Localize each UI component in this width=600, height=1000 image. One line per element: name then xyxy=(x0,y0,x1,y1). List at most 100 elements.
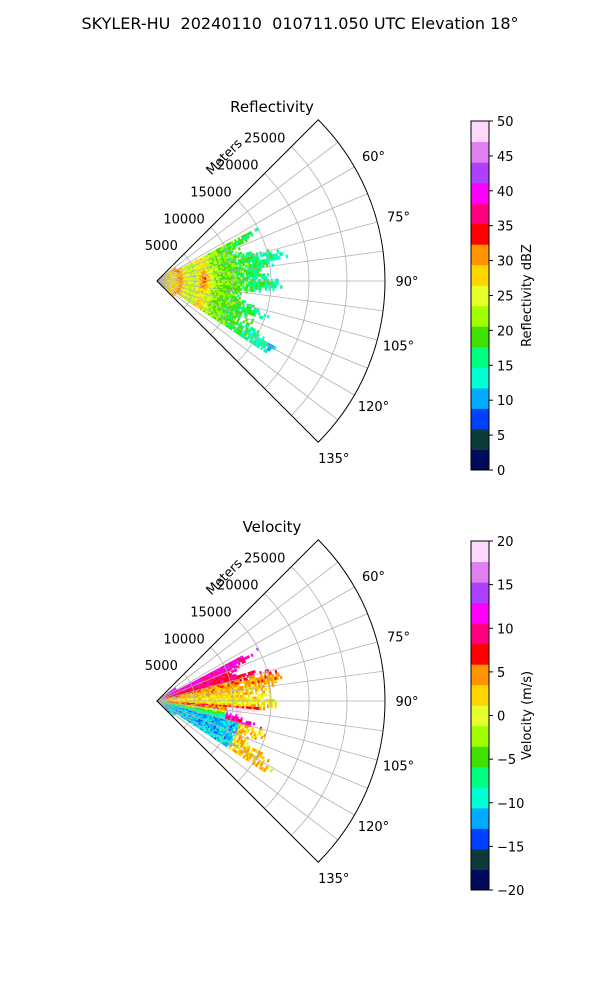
data-cell xyxy=(215,281,218,284)
range-tick-label: 15000 xyxy=(190,185,231,200)
data-cell xyxy=(247,276,251,280)
data-cell xyxy=(239,288,243,291)
colorbar-tick-label: 50 xyxy=(497,115,514,130)
data-cell xyxy=(249,281,253,285)
data-cell xyxy=(238,692,241,696)
data-cell xyxy=(240,703,243,707)
data-cell xyxy=(228,283,232,286)
data-cell xyxy=(211,698,215,701)
data-cell xyxy=(234,703,237,707)
colorbar-segment xyxy=(471,367,489,389)
data-cell xyxy=(249,706,252,710)
data-cell xyxy=(261,284,264,288)
figure-title: SKYLER-HU 20240110 010711.050 UTC Elevat… xyxy=(81,14,519,33)
data-cell xyxy=(213,696,217,699)
data-cell xyxy=(259,281,262,285)
data-cell xyxy=(255,701,258,705)
panel-title: Velocity xyxy=(243,518,302,536)
data-cell xyxy=(242,701,245,705)
data-cell xyxy=(262,693,266,697)
data-cell xyxy=(211,701,215,704)
data-cell xyxy=(251,696,255,700)
data-cell xyxy=(263,284,266,288)
data-cell xyxy=(245,706,249,710)
data-cell xyxy=(242,263,246,266)
data-cell xyxy=(277,255,281,260)
azimuth-gridline xyxy=(156,700,378,761)
data-cell xyxy=(251,286,254,290)
data-cell xyxy=(272,698,275,703)
data-cell xyxy=(236,697,239,700)
data-cell xyxy=(249,286,252,290)
colorbar-segment xyxy=(471,787,489,809)
data-cell xyxy=(217,698,220,701)
data-cell xyxy=(239,270,243,274)
data-cell xyxy=(221,703,224,706)
data-cell xyxy=(257,273,260,277)
data-cell xyxy=(217,702,220,705)
colorbar-tick-label: 10 xyxy=(497,394,514,409)
data-cell xyxy=(221,283,224,286)
data-cell xyxy=(259,279,262,283)
data-cell xyxy=(225,695,228,699)
colorbar-tick-label: 15 xyxy=(497,359,514,374)
data-cell xyxy=(245,337,250,341)
azimuth-gridline xyxy=(156,221,378,282)
colorbar-label: Velocity (m/s) xyxy=(520,671,535,760)
data-cell xyxy=(240,274,243,278)
data-cell xyxy=(172,714,175,717)
data-cell xyxy=(225,697,228,700)
data-cell xyxy=(234,705,237,709)
data-cell xyxy=(271,263,275,268)
data-cell xyxy=(259,699,262,703)
data-cell xyxy=(227,283,230,286)
data-cell xyxy=(228,705,232,708)
data-cell xyxy=(258,289,262,293)
data-cell xyxy=(274,281,277,286)
data-cell xyxy=(272,287,275,292)
data-cell xyxy=(209,698,213,701)
data-cell xyxy=(251,699,255,702)
data-cell xyxy=(242,706,245,709)
data-cell xyxy=(259,693,262,697)
data-cell xyxy=(208,281,211,284)
data-cell xyxy=(226,695,230,699)
data-cell xyxy=(248,684,252,688)
data-cell xyxy=(217,274,220,277)
data-cell xyxy=(240,705,243,709)
data-cell xyxy=(228,703,232,706)
data-cell xyxy=(223,703,226,706)
data-cell xyxy=(235,291,239,295)
colorbar-segment xyxy=(471,623,489,645)
data-cell xyxy=(213,698,217,701)
data-cell xyxy=(255,273,258,277)
data-cell xyxy=(230,250,234,254)
data-cell xyxy=(242,320,246,324)
range-tick-label: 10000 xyxy=(163,632,204,647)
data-cell xyxy=(251,281,255,285)
data-cell xyxy=(259,707,262,711)
data-cell xyxy=(262,768,267,773)
data-cell xyxy=(262,690,266,694)
azimuth-gridline xyxy=(156,280,368,369)
data-cell xyxy=(234,697,237,700)
data-cell xyxy=(263,281,266,285)
data-cell xyxy=(228,697,232,700)
data-cell xyxy=(253,696,256,700)
data-cell xyxy=(238,707,241,711)
data-cell xyxy=(215,282,218,285)
colorbar-tick-label: 35 xyxy=(497,220,514,235)
data-cell xyxy=(221,281,224,284)
colorbar-tick-label: 30 xyxy=(497,255,514,270)
azimuth-gridline xyxy=(156,280,355,396)
data-cell xyxy=(215,702,218,705)
colorbar-tick-label: −10 xyxy=(497,797,524,812)
data-cell xyxy=(262,707,266,711)
data-cell xyxy=(260,315,264,320)
data-cell xyxy=(225,701,228,704)
data-cell xyxy=(242,659,247,664)
sector-outline xyxy=(156,119,386,443)
data-cell xyxy=(253,276,256,280)
data-cell xyxy=(211,281,215,284)
data-cell xyxy=(259,696,262,700)
